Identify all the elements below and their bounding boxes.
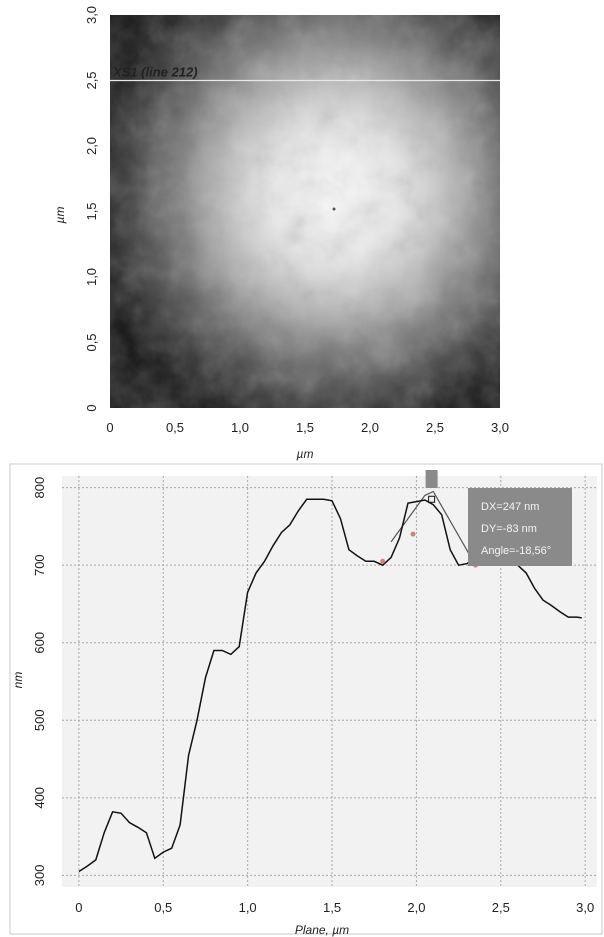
measurement-dy: DY=-83 nm [481, 523, 537, 535]
afm-y-axis-label: µm [53, 207, 67, 224]
afm-x-axis-label: µm [297, 447, 314, 461]
afm-x-tick-label: 2,5 [426, 420, 444, 435]
profile-x-tick-label: 2,5 [492, 900, 510, 915]
afm-x-tick-label: 2,0 [361, 420, 379, 435]
afm-y-tick-label: 3,0 [84, 6, 99, 24]
afm-x-tick-label: 1,0 [231, 420, 249, 435]
afm-y-tick-label: 2,5 [84, 71, 99, 89]
profile-y-tick-label: 500 [32, 709, 47, 731]
xs1-label: XS1 (line 212) [112, 65, 198, 80]
profile-y-tick-label: 800 [32, 477, 47, 499]
afm-y-tick-label: 1,5 [84, 202, 99, 220]
afm-y-tick-label: 2,0 [84, 137, 99, 155]
profile-x-axis-label: Plane, µm [295, 923, 349, 937]
profile-y-tick-label: 300 [32, 865, 47, 887]
profile-x-tick-label: 0,5 [154, 900, 172, 915]
afm-x-tick-label: 3,0 [491, 420, 509, 435]
afm-x-tick-label: 0,5 [166, 420, 184, 435]
profile-marker-point [410, 531, 416, 537]
cursor-handle[interactable] [425, 470, 438, 488]
cursor-marker[interactable] [428, 495, 436, 503]
afm-x-tick-label: 1,5 [296, 420, 314, 435]
afm-y-tick-label: 0,5 [84, 333, 99, 351]
profile-x-tick-label: 1,0 [239, 900, 257, 915]
measurement-dx: DX=247 nm [481, 501, 539, 513]
profile-x-tick-label: 2,0 [407, 900, 425, 915]
afm-center-dot [332, 207, 336, 211]
profile-y-tick-label: 600 [32, 632, 47, 654]
afm-y-tick-label: 1,0 [84, 268, 99, 286]
profile-x-tick-label: 3,0 [576, 900, 594, 915]
profile-y-tick-label: 700 [32, 554, 47, 576]
profile-x-tick-label: 0 [75, 900, 82, 915]
measurement-box: DX=247 nm DY=-83 nm Angle=-18,56° [468, 488, 572, 566]
afm-y-tick-label: 0 [84, 404, 99, 411]
measurement-angle: Angle=-18,56° [481, 545, 551, 557]
profile-y-tick-label: 400 [32, 787, 47, 809]
afm-image-chart: XS1 (line 212) 0 0,5 1,0 1,5 2,0 2,5 3,0 0 0,5 1… [53, 6, 509, 461]
measurement-box-bg [468, 488, 572, 566]
afm-x-tick-label: 0 [106, 420, 113, 435]
profile-y-axis-label: nm [11, 672, 25, 689]
profile-chart: A DX=247 nm DY=-83 nm Angle=-18,56° 00,5… [9, 463, 603, 937]
measure-line [390, 490, 477, 566]
profile-x-tick-label: 1,5 [323, 900, 341, 915]
profile-marker-point [380, 558, 386, 564]
